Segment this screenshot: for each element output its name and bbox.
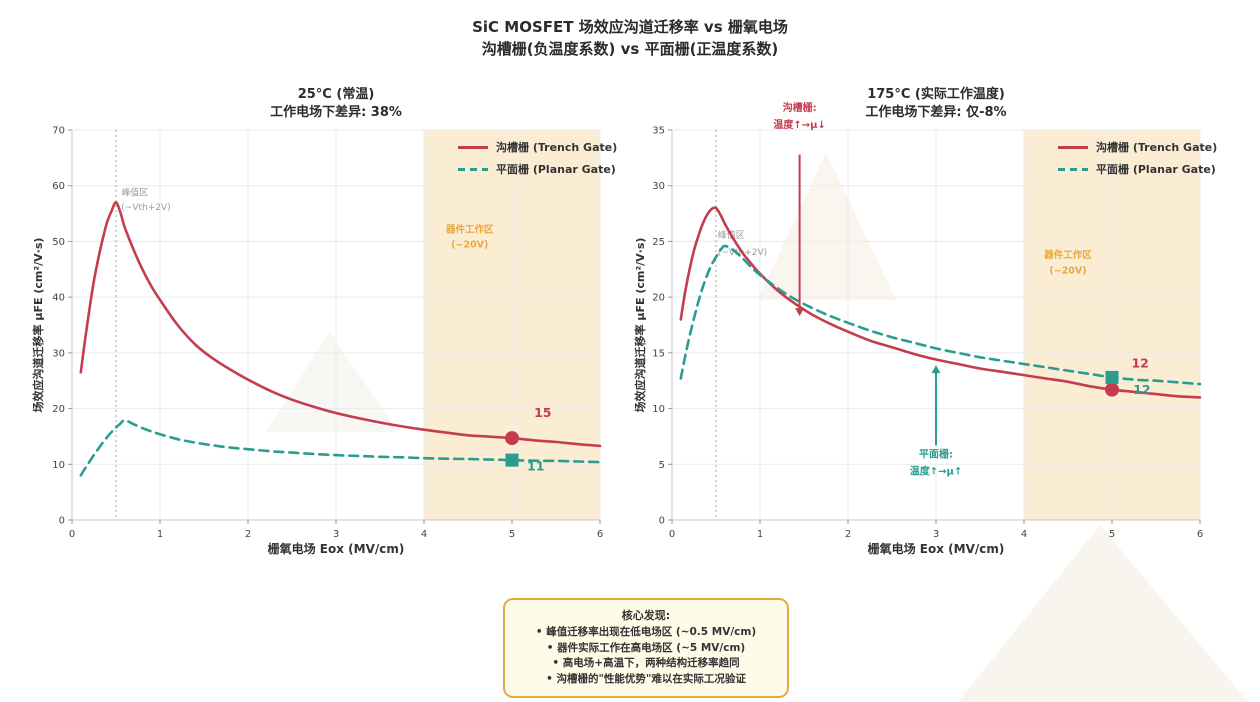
key-findings-box: 核心发现: • 峰值迁移率出现在低电场区 (~0.5 MV/cm) • 器件实际工… xyxy=(503,598,789,698)
chart-title-line1: 25°C (常温) xyxy=(297,87,375,102)
figure-title: SiC MOSFET 场效应沟道迁移率 vs 栅氧电场 沟槽栅(负温度系数) v… xyxy=(0,16,1260,60)
planar-curve xyxy=(79,419,602,477)
y-tick-label: 35 xyxy=(652,126,665,137)
planar-marker xyxy=(505,453,519,467)
y-tick-label: 0 xyxy=(59,516,65,527)
x-tick-label: 5 xyxy=(1109,529,1115,540)
trench-value-label: 12 xyxy=(1131,355,1148,370)
key-findings-title: 核心发现: xyxy=(621,609,671,622)
legend-item-planar: 平面栅 (Planar Gate) xyxy=(458,158,617,180)
planar-temp-label: 温度↑→μ↑ xyxy=(910,464,963,477)
y-tick-label: 20 xyxy=(652,293,665,304)
x-tick-label: 3 xyxy=(333,529,339,540)
planar-marker xyxy=(1105,370,1119,384)
planar-line-swatch xyxy=(458,167,488,171)
chart-25c: 25°C (常温) 工作电场下差异: 38% 场效应沟道迁移率 μFE (cm²… xyxy=(0,80,630,556)
trench-temp-label: 温度↑→μ↓ xyxy=(773,118,826,131)
y-tick-label: 50 xyxy=(52,237,65,248)
peak-annotation: (~Vth+2V) xyxy=(121,203,170,213)
legend: 沟槽栅 (Trench Gate) 平面栅 (Planar Gate) xyxy=(458,136,617,180)
note-bullet: • 高电场+高温下，两种结构迁移率趋同 xyxy=(552,657,740,669)
peak-annotation: 峰值区 xyxy=(121,187,148,199)
chart-title-line1: 175°C (实际工作温度) xyxy=(867,87,1005,102)
region-label: 器件工作区 xyxy=(1043,249,1092,261)
x-tick-label: 6 xyxy=(597,529,603,540)
plot-area: 0 1 2 3 4 5 6010203040506070器件工作区(~20V)峰值区(~Vt… xyxy=(52,126,603,541)
watermark-triangle xyxy=(758,152,896,300)
note-bullets: • 峰值迁移率出现在低电场区 (~0.5 MV/cm) • 器件实际工作在高电场区… xyxy=(513,625,779,687)
y-tick-label: 25 xyxy=(652,237,665,248)
trench-temp-label: 沟槽栅: xyxy=(783,101,817,114)
figure-title-line2: 沟槽栅(负温度系数) vs 平面栅(正温度系数) xyxy=(481,40,779,58)
y-tick-label: 40 xyxy=(52,293,65,304)
x-tick-label: 6 xyxy=(1197,529,1203,540)
trench-marker xyxy=(1105,382,1119,397)
region-label: 器件工作区 xyxy=(445,224,494,236)
x-tick-label: 2 xyxy=(245,529,251,540)
y-tick-label: 20 xyxy=(52,404,65,415)
legend-label-planar: 平面栅 (Planar Gate) xyxy=(496,163,616,176)
y-tick-label: 0 xyxy=(659,516,665,527)
y-tick-label: 10 xyxy=(52,460,65,471)
chart-title: 25°C (常温) 工作电场下差异: 38% xyxy=(72,86,600,122)
y-tick-label: 10 xyxy=(652,404,665,415)
legend-label-planar: 平面栅 (Planar Gate) xyxy=(1096,163,1216,176)
trench-value-label: 15 xyxy=(534,405,551,420)
legend-item-trench: 沟槽栅 (Trench Gate) xyxy=(1058,136,1217,158)
y-tick-label: 30 xyxy=(52,348,65,359)
y-tick-label: 70 xyxy=(52,126,65,137)
trench-arrowhead xyxy=(795,308,805,317)
chart-subtitle: 工作电场下差异: 仅-8% xyxy=(865,105,1007,120)
legend-item-planar: 平面栅 (Planar Gate) xyxy=(1058,158,1217,180)
watermark-triangle xyxy=(958,525,1248,702)
trench-marker xyxy=(505,431,519,446)
x-tick-label: 4 xyxy=(1021,529,1027,540)
trench-curve xyxy=(79,201,602,448)
note-bullet: • 峰值迁移率出现在低电场区 (~0.5 MV/cm) xyxy=(535,626,757,638)
trench-line-swatch xyxy=(458,145,488,149)
plot-area: 0 1 2 3 4 5 605101520253035器件工作区(~20V)峰值区(~Vth… xyxy=(652,101,1203,540)
chart-title: 175°C (实际工作温度) 工作电场下差异: 仅-8% xyxy=(672,86,1200,122)
trench-line-swatch xyxy=(1058,145,1088,149)
x-axis-label: 栅氧电场 Eox (MV/cm) xyxy=(267,542,405,556)
legend-label-trench: 沟槽栅 (Trench Gate) xyxy=(1096,141,1218,154)
x-tick-label: 1 xyxy=(757,529,763,540)
x-tick-label: 0 xyxy=(669,529,675,540)
planar-curve xyxy=(679,244,1202,386)
x-tick-label: 1 xyxy=(157,529,163,540)
watermark-triangle xyxy=(265,332,398,432)
region-label: (~20V) xyxy=(451,240,488,251)
y-tick-label: 30 xyxy=(652,181,665,192)
x-tick-label: 5 xyxy=(509,529,515,540)
planar-value-label: 12 xyxy=(1133,382,1150,397)
trench-curve xyxy=(679,206,1202,399)
x-tick-label: 2 xyxy=(845,529,851,540)
planar-value-label: 11 xyxy=(527,458,544,473)
y-tick-label: 15 xyxy=(652,348,665,359)
chart-subtitle: 工作电场下差异: 38% xyxy=(270,105,402,120)
x-axis-label: 栅氧电场 Eox (MV/cm) xyxy=(867,542,1005,556)
note-bullet: • 器件实际工作在高电场区 (~5 MV/cm) xyxy=(546,641,746,654)
legend-item-trench: 沟槽栅 (Trench Gate) xyxy=(458,136,617,158)
figure-title-line1: SiC MOSFET 场效应沟道迁移率 vs 栅氧电场 xyxy=(472,18,788,36)
y-tick-label: 5 xyxy=(659,460,665,471)
note-bullet: • 沟槽栅的"性能优势"难以在实际工况验证 xyxy=(546,672,746,685)
planar-arrowhead xyxy=(931,365,941,374)
x-tick-label: 4 xyxy=(421,529,427,540)
x-tick-label: 0 xyxy=(69,529,75,540)
region-label: (~20V) xyxy=(1049,266,1086,277)
legend: 沟槽栅 (Trench Gate) 平面栅 (Planar Gate) xyxy=(1058,136,1217,180)
x-tick-label: 3 xyxy=(933,529,939,540)
y-tick-label: 60 xyxy=(52,181,65,192)
planar-temp-label: 平面栅: xyxy=(919,448,953,461)
chart-175c: 175°C (实际工作温度) 工作电场下差异: 仅-8% 场效应沟道迁移率 μF… xyxy=(630,80,1260,556)
legend-label-trench: 沟槽栅 (Trench Gate) xyxy=(496,141,618,154)
planar-line-swatch xyxy=(1058,167,1088,171)
